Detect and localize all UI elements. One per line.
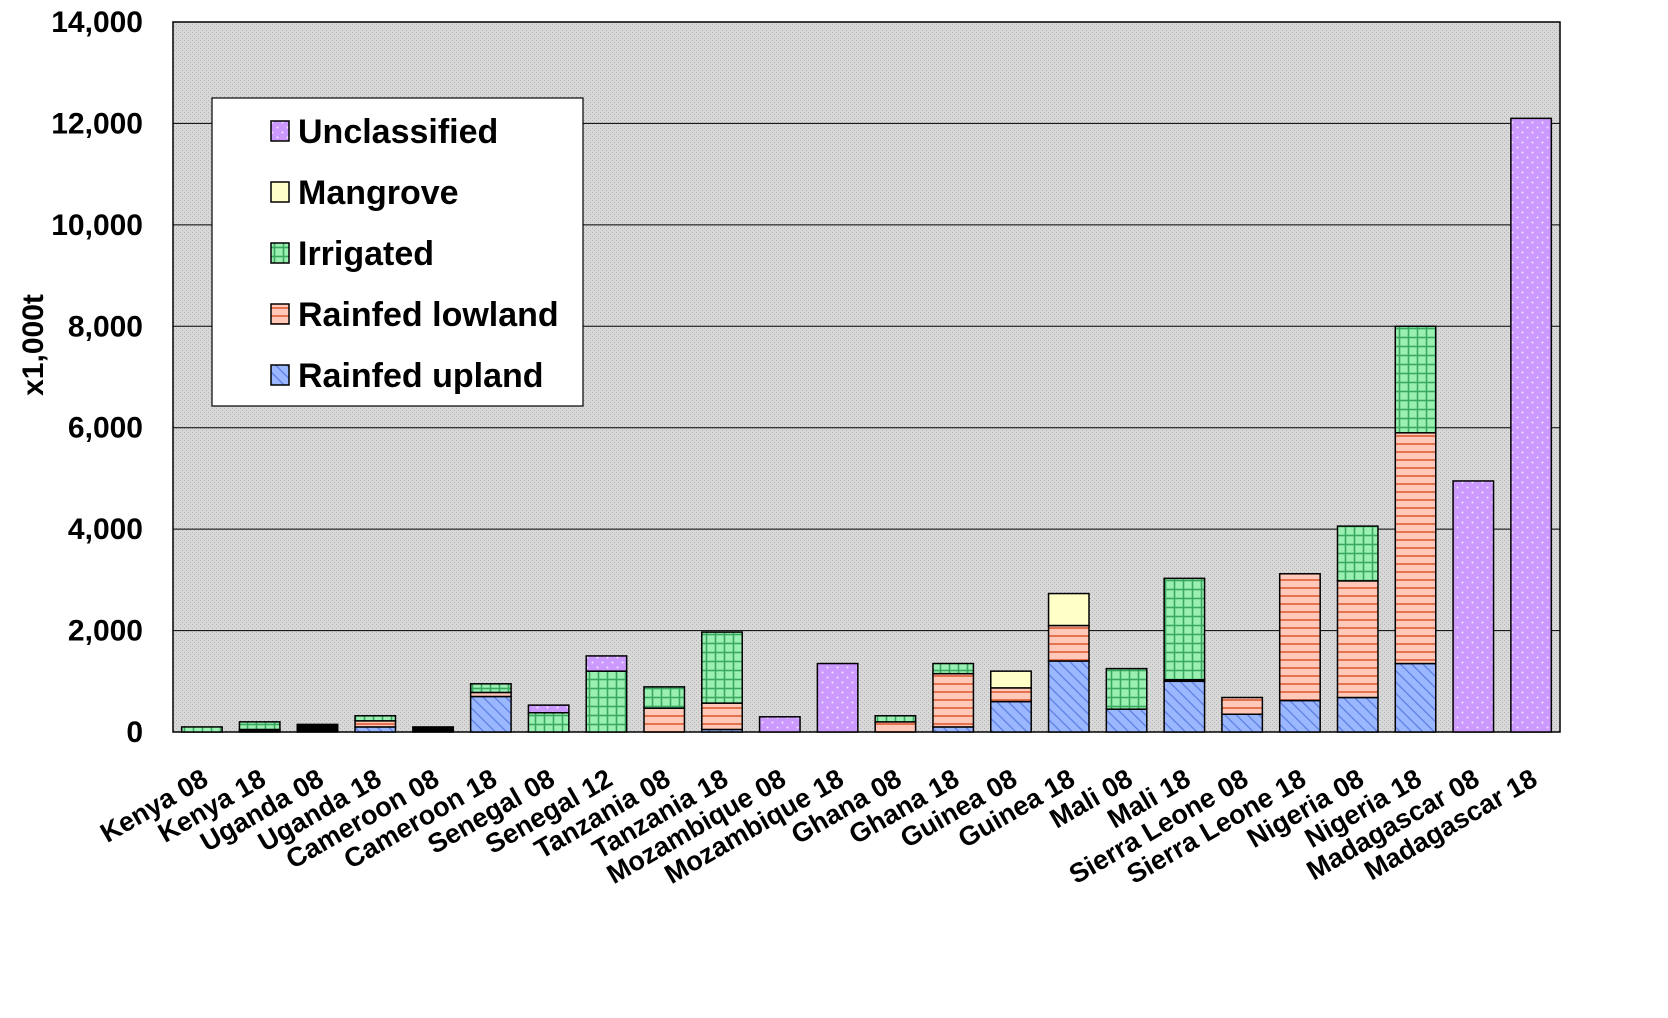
bar-segment (701, 702, 743, 731)
bar-segment (1047, 624, 1090, 662)
y-tick-label: 6,000 (68, 412, 143, 445)
bar-segment (1221, 696, 1264, 715)
bar-segment (585, 670, 628, 733)
bar-segment (1163, 577, 1206, 681)
y-tick-label: 4,000 (68, 513, 143, 546)
legend-label: Irrigated (298, 235, 434, 273)
bar-segment (1047, 660, 1090, 733)
bar-segment (238, 721, 281, 731)
bar-segment (990, 670, 1032, 689)
legend-swatch (270, 181, 290, 203)
bar-segment (643, 707, 686, 733)
bar-segment (412, 726, 455, 733)
y-tick-label: 0 (126, 716, 143, 749)
legend-swatch (270, 303, 290, 325)
bar-segment (354, 726, 397, 733)
legend-label: Rainfed upland (298, 357, 544, 395)
bar-segment (816, 662, 859, 733)
y-tick-label: 2,000 (68, 615, 143, 648)
y-tick-label: 10,000 (51, 209, 143, 242)
bar-segment (758, 716, 801, 733)
bar-segment (1105, 708, 1148, 733)
bar-segment (874, 715, 917, 723)
bar-segment (990, 700, 1032, 733)
y-tick-label: 14,000 (51, 6, 143, 39)
bar-segment (1394, 325, 1437, 434)
bar-segment (1510, 117, 1553, 733)
bar-segment (932, 672, 975, 728)
bar-segment (469, 695, 512, 733)
legend: Unclassified Mangrove Irrigated Rainfed low… (211, 97, 584, 407)
bar-segment (180, 726, 223, 733)
legend-box (211, 97, 584, 407)
bar-segment (527, 704, 570, 714)
legend-swatch (270, 120, 290, 142)
y-tick-label: 12,000 (51, 107, 143, 140)
bar-segment (701, 631, 743, 704)
bar-segment (527, 711, 570, 733)
bar-segment (1452, 480, 1495, 733)
legend-label: Mangrove (298, 174, 459, 212)
y-tick-label: 8,000 (68, 310, 143, 343)
bar-segment (1336, 525, 1379, 582)
bar-segment (469, 683, 512, 694)
y-axis-ticks: 0 2,000 4,000 6,000 8,000 10,000 12,000 14,000 (51, 6, 143, 749)
bar-segment (1105, 667, 1148, 710)
legend-label: Unclassified (298, 113, 498, 151)
bar-segment (354, 715, 397, 722)
legend-swatch (270, 242, 290, 264)
bar-segment (354, 720, 397, 728)
bar-segment (1163, 680, 1206, 733)
bar-segment (1221, 713, 1264, 733)
bar-segment (990, 687, 1032, 703)
y-axis-title: x1,000t (17, 294, 50, 396)
bar-segment (1394, 662, 1437, 733)
bar-segment (1336, 696, 1379, 733)
bar-segment (1394, 432, 1437, 665)
bar-segment (1278, 699, 1321, 733)
bar-segment (932, 726, 975, 733)
bars (180, 117, 1553, 733)
bar-segment (643, 686, 686, 709)
legend-label: Rainfed lowland (298, 296, 559, 334)
bar-segment (1278, 573, 1321, 702)
legend-swatch (270, 364, 290, 386)
bar-segment (874, 721, 917, 733)
bar-segment (1047, 592, 1090, 627)
bar-segment (296, 723, 339, 733)
bar-segment (932, 662, 975, 675)
bar-segment (585, 655, 628, 672)
bar-segment (1336, 580, 1379, 699)
